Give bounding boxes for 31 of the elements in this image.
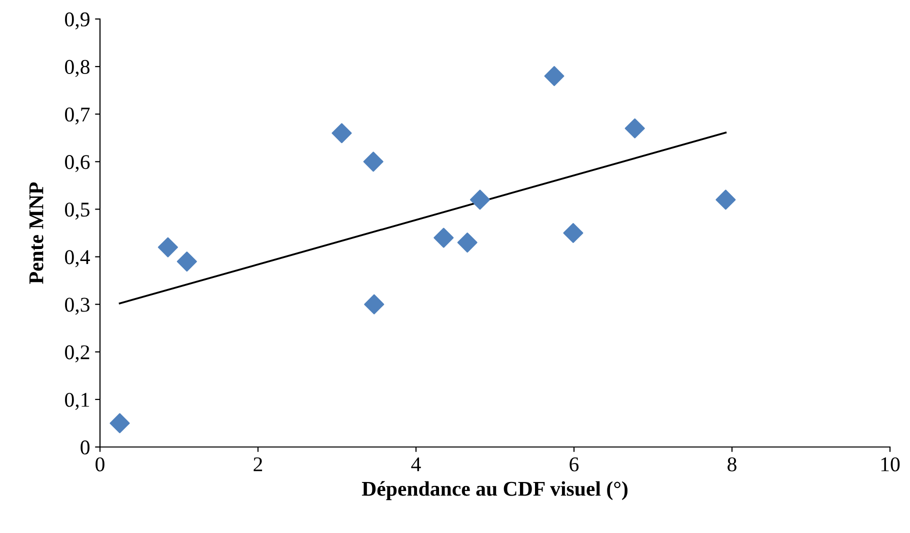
point [332,123,352,144]
point [470,190,490,210]
point [110,413,130,434]
point [176,252,197,272]
point [434,228,454,248]
x-tick-label: 4 [411,457,421,472]
point [624,118,645,138]
x-tick-label: 6 [570,457,579,472]
y-tick-label: 0,3 [65,298,90,315]
x-axis-title: Dépendance au CDF visuel (°) [362,481,628,500]
y-tick-label: 0 [80,440,90,454]
point [457,232,478,253]
y-tick-label: 0,1 [65,392,90,410]
x-tick-label: 0 [96,457,104,472]
y-tick-label: 0,8 [65,60,90,77]
y-tick-label: 0,9 [65,12,90,30]
point [363,152,384,172]
x-tick-label: 10 [881,457,900,472]
point [544,66,564,86]
y-tick-label: 0,7 [65,107,90,125]
y-axis-title: Pente MNP [29,182,44,284]
y-tick-label: 0,6 [65,155,90,172]
point [563,222,584,244]
y-tick-label: 0,2 [65,345,90,362]
y-tick-label: 0,4 [65,250,90,268]
point [158,237,178,258]
point [716,190,736,210]
x-tick-label: 2 [254,457,262,472]
y-tick-label: 0,5 [65,202,90,220]
point [364,294,384,314]
x-tick-label: 8 [728,457,736,472]
